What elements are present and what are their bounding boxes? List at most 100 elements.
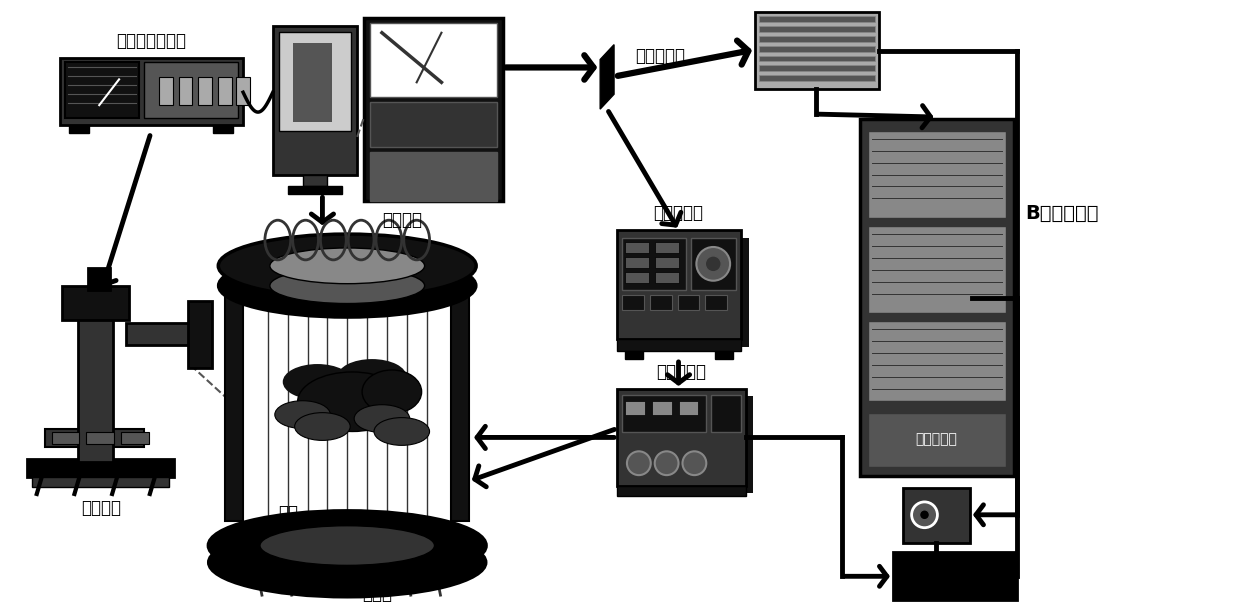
Bar [293,42,332,122]
Bar [198,77,212,105]
Bar [625,238,749,347]
Bar [226,286,243,521]
Bar [236,77,250,105]
Bar [625,401,645,415]
Bar [62,286,129,320]
Bar [88,268,110,290]
Bar [677,294,699,310]
Bar [868,413,1006,467]
Ellipse shape [218,254,476,317]
Circle shape [911,502,937,527]
Bar [893,552,1017,600]
Bar [655,257,678,268]
Ellipse shape [208,511,486,580]
Ellipse shape [270,248,424,283]
Polygon shape [600,45,614,109]
Circle shape [682,452,707,475]
Bar [618,339,742,351]
Bar [370,152,497,202]
Bar [625,351,642,359]
Bar [451,286,469,521]
Ellipse shape [260,526,434,565]
Bar [179,77,192,105]
Bar [288,186,342,194]
Bar [622,395,707,432]
Text: 三轴支架控制器: 三轴支架控制器 [115,32,186,50]
Circle shape [655,452,678,475]
Bar [60,58,243,125]
Bar [279,32,351,131]
Bar [370,23,497,97]
Ellipse shape [362,370,422,413]
Bar [868,226,1006,313]
Ellipse shape [218,234,476,297]
Bar [618,486,746,496]
Bar [715,351,733,359]
Bar [625,257,649,268]
Bar [370,102,497,147]
Bar [365,18,503,202]
Bar [144,63,238,118]
Bar [903,488,970,543]
Bar [618,230,742,339]
Bar [122,432,149,444]
Ellipse shape [295,413,350,441]
Bar [655,272,678,283]
Text: 永磁体: 永磁体 [362,585,392,603]
Bar [187,300,212,368]
Bar [78,316,113,463]
Ellipse shape [298,372,407,432]
Bar [27,459,174,477]
Ellipse shape [275,401,330,429]
Bar [624,396,753,493]
Bar [868,131,1006,219]
Ellipse shape [337,359,407,395]
Bar [759,46,875,52]
Text: B型超声成像: B型超声成像 [1025,204,1099,223]
Bar [625,272,649,283]
Text: 信号合成器: 信号合成器 [915,432,957,446]
Bar [759,66,875,72]
Text: 功率放大器: 功率放大器 [656,363,707,381]
Ellipse shape [208,527,486,597]
Bar [64,63,139,118]
Bar [622,294,644,310]
Circle shape [920,510,930,520]
Bar [759,16,875,22]
Text: 三轴支架: 三轴支架 [82,499,122,517]
Bar [759,56,875,61]
Bar [622,238,687,290]
Circle shape [627,452,651,475]
Bar [712,395,742,432]
Bar [692,238,737,290]
Bar [652,401,672,415]
Bar [69,125,89,133]
Bar [273,25,357,175]
Bar [218,77,232,105]
Bar [755,12,879,89]
Ellipse shape [355,405,409,432]
Bar [650,294,672,310]
Bar [759,36,875,42]
Text: 线圈: 线圈 [278,504,298,522]
Bar [213,125,233,133]
Bar [706,294,727,310]
Bar [655,242,678,253]
Bar [868,321,1006,401]
Bar [303,175,327,186]
Bar [861,119,1014,476]
Ellipse shape [270,268,424,304]
Bar [759,75,875,81]
Bar [52,432,79,444]
Ellipse shape [374,418,429,446]
Text: 处理装置: 处理装置 [382,211,422,229]
Bar [678,401,698,415]
Ellipse shape [283,364,352,400]
Bar [32,477,169,487]
Bar [618,389,746,486]
Bar [759,25,875,32]
Circle shape [697,247,730,280]
Circle shape [706,256,722,272]
Text: 函数发生器: 函数发生器 [653,204,703,222]
Bar [159,77,172,105]
